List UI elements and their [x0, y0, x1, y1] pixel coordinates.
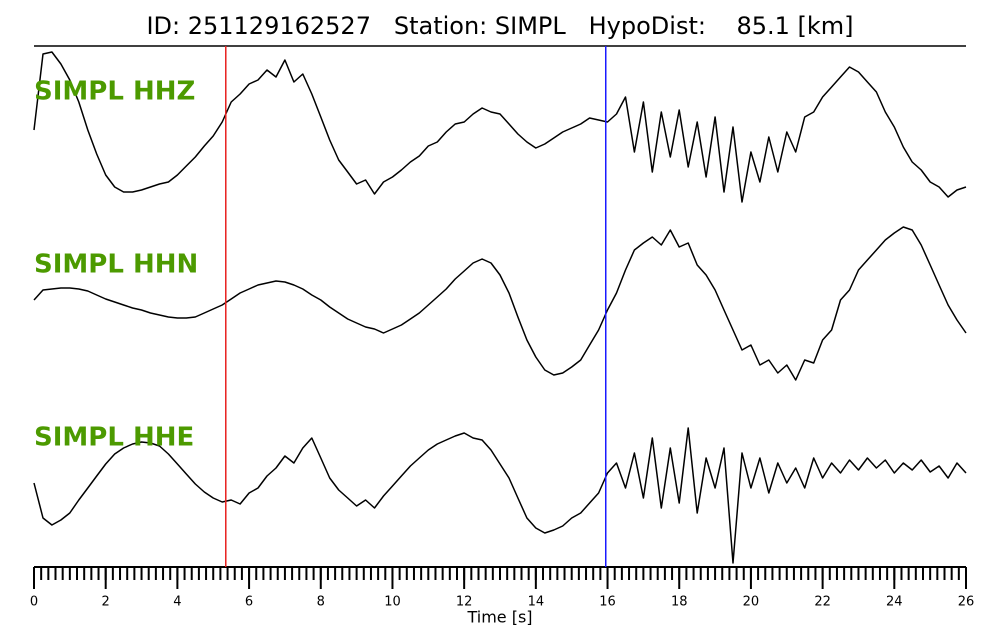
x-tick-label: 22 [814, 595, 831, 610]
trace [33, 51, 967, 203]
x-tick-label: 6 [245, 595, 253, 610]
trace [33, 427, 967, 564]
x-tick-label: 10 [384, 595, 401, 610]
x-tick-label: 4 [173, 595, 181, 610]
x-tick-label: 12 [456, 595, 473, 610]
trace-label: SIMPL HHN [34, 250, 198, 280]
x-tick-label: 2 [102, 595, 110, 610]
chart-title: ID: 251129162527 Station: SIMPL HypoDist… [146, 12, 853, 40]
x-tick-label: 26 [958, 595, 975, 610]
x-tick-label: 16 [599, 595, 616, 610]
x-tick-label: 18 [671, 595, 688, 610]
x-tick-label: 0 [30, 595, 38, 610]
x-tick-label: 20 [743, 595, 760, 610]
x-axis-label: Time [s] [466, 608, 532, 627]
trace [33, 226, 967, 381]
x-tick-label: 24 [886, 595, 903, 610]
trace-label: SIMPL HHZ [34, 77, 195, 107]
x-tick-label: 8 [317, 595, 325, 610]
trace-label: SIMPL HHE [34, 423, 194, 453]
x-tick-label: 14 [528, 595, 545, 610]
